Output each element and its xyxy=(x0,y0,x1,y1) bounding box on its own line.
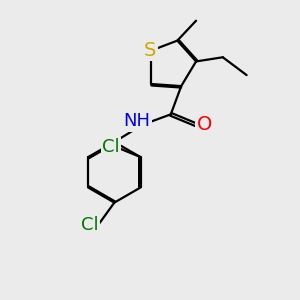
Text: Cl: Cl xyxy=(81,217,98,235)
Text: S: S xyxy=(144,41,156,60)
Text: Cl: Cl xyxy=(102,138,120,156)
Text: NH: NH xyxy=(124,112,151,130)
Text: O: O xyxy=(197,115,212,134)
